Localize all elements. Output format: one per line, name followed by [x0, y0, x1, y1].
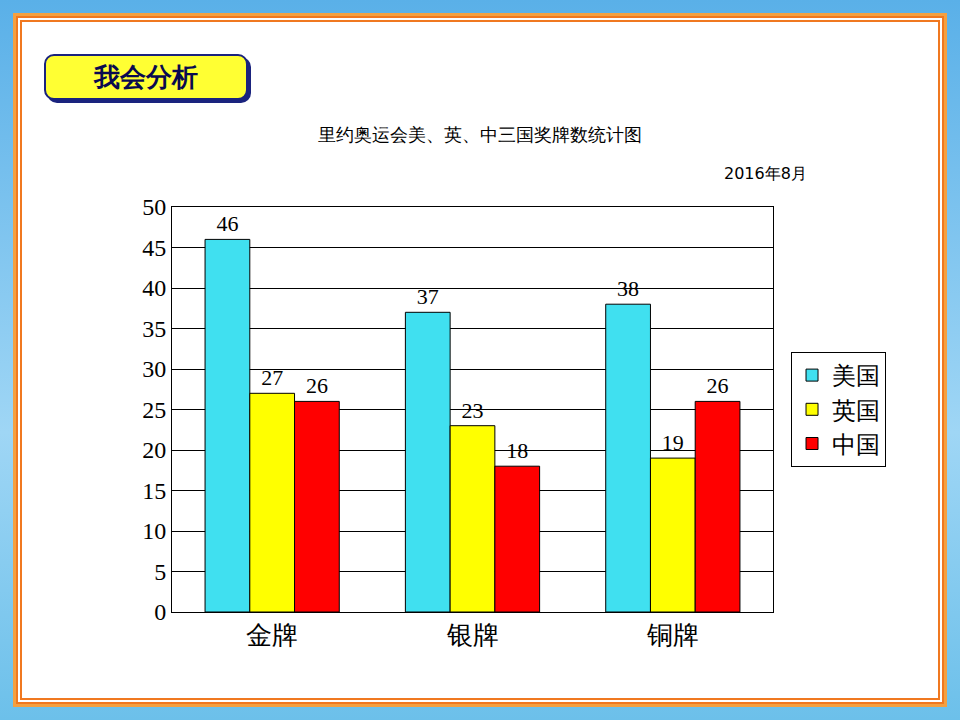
svg-text:铜牌: 铜牌 [646, 620, 699, 650]
svg-text:27: 27 [261, 365, 283, 390]
svg-text:40: 40 [142, 275, 166, 301]
svg-text:2016年8月: 2016年8月 [724, 164, 807, 183]
svg-text:46: 46 [216, 211, 238, 236]
svg-text:23: 23 [462, 398, 484, 423]
svg-text:30: 30 [142, 356, 166, 382]
svg-text:15: 15 [142, 478, 166, 504]
svg-text:0: 0 [154, 599, 166, 625]
svg-text:银牌: 银牌 [446, 620, 499, 650]
svg-text:美国: 美国 [832, 363, 880, 389]
svg-text:38: 38 [617, 276, 639, 301]
svg-text:中国: 中国 [832, 432, 880, 458]
svg-text:20: 20 [142, 437, 166, 463]
svg-text:26: 26 [306, 373, 328, 398]
svg-text:18: 18 [506, 438, 528, 463]
svg-text:19: 19 [662, 430, 684, 455]
svg-text:里约奥运会美、英、中三国奖牌数统计图: 里约奥运会美、英、中三国奖牌数统计图 [318, 124, 642, 145]
svg-text:金牌: 金牌 [246, 620, 298, 650]
svg-text:5: 5 [154, 559, 166, 585]
svg-text:10: 10 [142, 518, 166, 544]
svg-text:英国: 英国 [832, 398, 880, 424]
svg-text:26: 26 [707, 373, 729, 398]
svg-text:50: 50 [142, 194, 166, 220]
html-text:我会分析: 我会分析 [94, 62, 198, 92]
svg-text:37: 37 [417, 284, 439, 309]
svg-text:35: 35 [142, 316, 166, 342]
svg-text:25: 25 [142, 397, 166, 423]
svg-text:45: 45 [142, 235, 166, 261]
